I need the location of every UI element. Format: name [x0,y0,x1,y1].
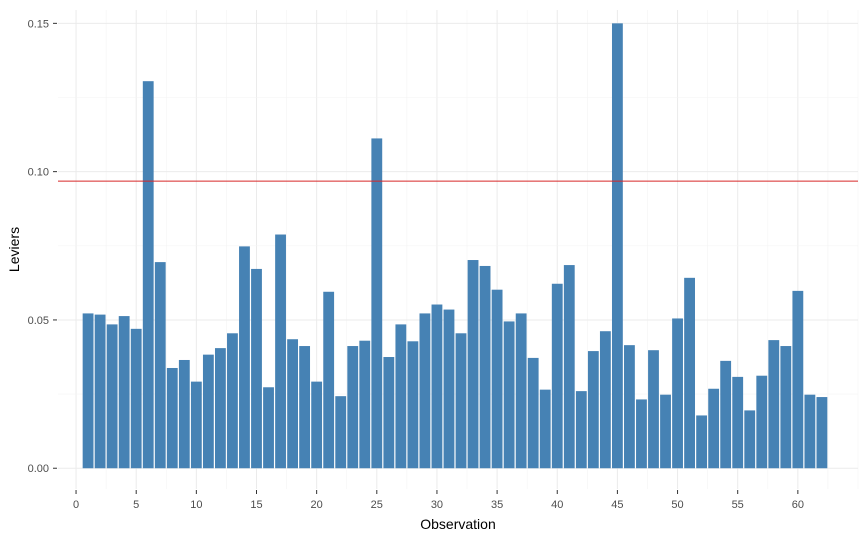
bar-obs-56 [744,410,756,469]
bar-obs-43 [587,351,599,469]
x-tick-label: 50 [671,499,683,511]
bar-obs-7 [154,262,166,469]
bar-obs-10 [190,381,202,469]
x-tick-label: 60 [792,499,804,511]
bar-obs-38 [527,357,539,469]
bar-obs-30 [431,304,443,469]
bar-obs-27 [395,324,407,469]
bar-obs-15 [251,268,262,469]
bar-obs-16 [263,387,274,469]
bar-obs-41 [563,265,575,469]
bar-series [82,23,828,469]
x-tick-label: 25 [371,499,383,511]
bar-obs-28 [407,341,419,469]
y-tick-label: 0.15 [28,18,49,30]
bar-obs-39 [539,389,551,469]
x-axis-title: Observation [420,516,495,532]
bar-obs-24 [359,340,371,469]
bar-obs-47 [636,399,647,469]
bar-obs-37 [515,313,527,469]
bar-obs-54 [720,360,732,469]
bar-obs-50 [672,318,683,469]
bar-obs-62 [816,397,828,469]
bar-obs-12 [214,348,226,469]
bar-obs-40 [551,283,563,469]
x-tick-label: 5 [133,499,139,511]
bar-obs-3 [106,324,118,469]
x-tick-label: 20 [311,499,323,511]
bar-obs-5 [130,328,142,469]
bar-obs-55 [732,376,744,469]
bar-obs-32 [455,333,467,469]
bar-obs-11 [202,354,214,469]
bar-obs-59 [780,346,792,469]
bar-obs-17 [275,234,286,469]
bar-obs-51 [684,277,695,469]
x-axis-ticks: 0 5 10 15 20 25 30 35 40 45 50 55 60 [73,490,804,511]
y-axis-ticks: 0.00 0.05 0.10 0.15 [28,18,57,475]
bar-obs-22 [335,396,347,469]
bar-obs-45 [611,23,623,469]
bar-obs-23 [347,346,359,469]
bar-obs-29 [419,313,431,469]
x-tick-label: 55 [732,499,744,511]
bar-obs-19 [299,346,311,469]
y-tick-label: 0.05 [28,315,49,327]
bar-obs-58 [768,340,780,469]
x-tick-label: 45 [611,499,623,511]
bar-obs-6 [142,81,154,469]
x-tick-label: 0 [73,499,79,511]
bar-obs-46 [624,345,635,469]
bar-obs-44 [599,331,611,469]
bar-obs-52 [696,415,708,469]
bar-obs-20 [311,381,323,469]
bar-obs-60 [792,290,804,469]
y-tick-label: 0.10 [28,167,49,179]
bar-obs-4 [118,316,130,469]
bar-obs-53 [708,388,720,469]
bar-obs-25 [371,138,383,469]
bar-obs-36 [503,321,515,469]
y-axis-title: Leviers [6,227,22,272]
bar-obs-13 [227,333,238,469]
x-tick-label: 10 [190,499,202,511]
bar-obs-49 [660,394,671,469]
bar-obs-34 [479,265,491,469]
bar-obs-31 [443,309,455,469]
x-tick-label: 15 [250,499,262,511]
bar-obs-21 [323,291,335,469]
bar-obs-26 [383,357,395,469]
bar-obs-42 [575,391,587,469]
bar-obs-48 [648,350,659,469]
x-tick-label: 35 [491,499,503,511]
bar-obs-2 [94,314,106,469]
bar-obs-1 [82,313,94,469]
y-tick-label: 0.00 [28,463,49,475]
bar-obs-18 [287,339,298,469]
bar-obs-61 [804,394,816,469]
bar-obs-33 [467,260,479,469]
bar-obs-57 [756,375,768,469]
bar-obs-14 [239,246,250,469]
bar-obs-8 [166,367,178,469]
bar-obs-35 [491,289,503,469]
bar-obs-9 [178,359,190,469]
x-tick-label: 40 [551,499,563,511]
x-tick-label: 30 [431,499,443,511]
